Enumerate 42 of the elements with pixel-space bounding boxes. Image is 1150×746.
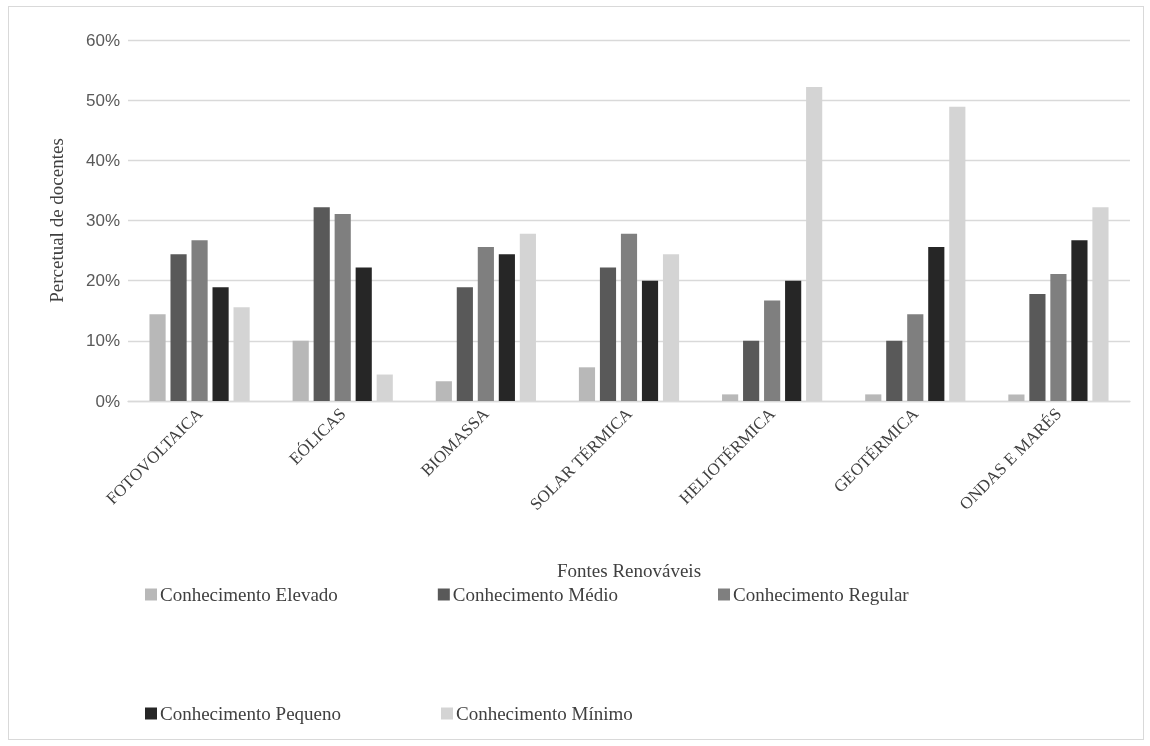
bar bbox=[477, 246, 494, 401]
bar bbox=[355, 267, 372, 401]
x-axis-title: Fontes Renováveis bbox=[556, 560, 702, 581]
y-tick-label: 20% bbox=[85, 271, 120, 291]
bar bbox=[456, 287, 473, 401]
bar bbox=[191, 240, 208, 401]
bar bbox=[578, 367, 596, 401]
bar bbox=[764, 300, 781, 401]
legend-label: Conhecimento Médio bbox=[452, 584, 618, 605]
bar bbox=[641, 280, 659, 401]
bar bbox=[149, 314, 166, 401]
bar bbox=[292, 340, 309, 401]
bar bbox=[212, 287, 229, 401]
bar bbox=[928, 246, 945, 401]
bar bbox=[170, 254, 187, 401]
bar bbox=[620, 233, 638, 401]
bar bbox=[313, 207, 330, 401]
legend-label: Conhecimento Elevado bbox=[160, 584, 338, 605]
y-tick-label: 60% bbox=[85, 30, 120, 50]
bar bbox=[334, 213, 351, 401]
bar bbox=[1071, 240, 1088, 401]
legend-label: Conhecimento Regular bbox=[732, 584, 910, 605]
bar bbox=[1008, 394, 1025, 401]
bar bbox=[1050, 274, 1067, 401]
bar bbox=[886, 340, 903, 401]
legend-label: Conhecimento Pequeno bbox=[160, 703, 341, 724]
bar bbox=[498, 254, 515, 401]
bar bbox=[865, 394, 882, 401]
y-tick-label: 10% bbox=[85, 331, 120, 351]
bar bbox=[1029, 293, 1046, 401]
bar bbox=[743, 340, 760, 401]
legend-label: Conhecimento Mínimo bbox=[455, 703, 633, 724]
y-tick-label: 40% bbox=[85, 150, 120, 170]
bar bbox=[599, 267, 617, 401]
y-axis-title: Percetual de docentes bbox=[46, 138, 67, 303]
bar bbox=[435, 381, 452, 401]
bar bbox=[907, 314, 924, 401]
bar bbox=[785, 280, 802, 401]
y-tick-label: 30% bbox=[85, 211, 120, 230]
y-tick-label: 0% bbox=[95, 391, 120, 411]
bar bbox=[722, 394, 739, 401]
y-tick-label: 50% bbox=[85, 90, 120, 110]
